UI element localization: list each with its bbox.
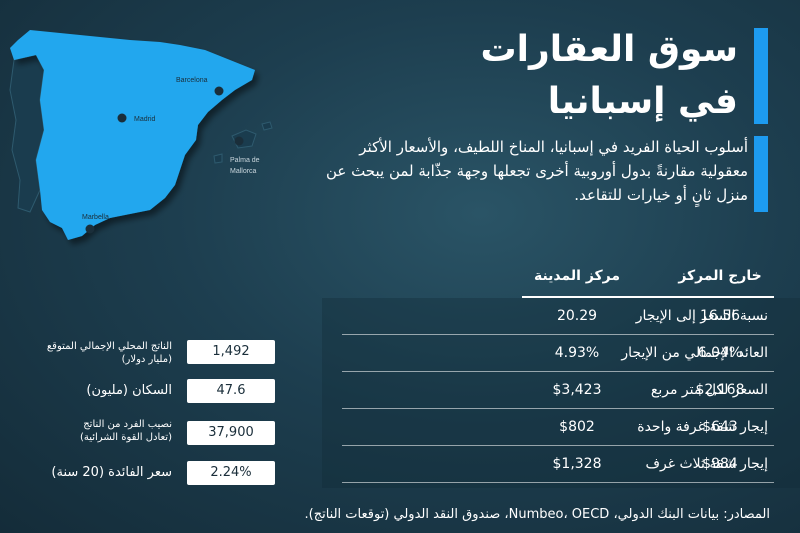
- spain-map: Barcelona Madrid Palma de Mallorca Marbe…: [9, 30, 273, 240]
- row-outside-value: $643: [702, 419, 738, 435]
- gdp-per-capita-value: 37,900: [187, 421, 275, 445]
- row-outside-value: $2,168: [695, 382, 745, 398]
- gdp-per-capita-label-main: نصيب الفرد من الناتج: [83, 419, 172, 430]
- table-background: [322, 298, 800, 488]
- row-label: نسبة السعر إلى الإيجار: [635, 308, 768, 324]
- madrid-label: Madrid: [134, 116, 156, 123]
- ibiza-shape: [213, 153, 223, 164]
- row-center-value: $1,328: [552, 456, 602, 472]
- table-row: السعر لكل متر مربع $3,423 $2,168: [342, 372, 774, 409]
- header-outside-center: خارج المركز: [678, 268, 762, 284]
- portugal-shape: [9, 54, 45, 213]
- page-title: سوق العقارات في إسبانيا: [480, 24, 738, 128]
- palma-dot: [234, 136, 244, 146]
- row-label: إيجار شقة ثلاث غرف: [645, 456, 768, 472]
- marbella-label: Marbella: [82, 214, 109, 221]
- gdp-per-capita-label-sub: (تعادل القوة الشرائية): [79, 432, 172, 443]
- row-outside-value: 6.04%: [697, 345, 743, 361]
- menorca-shape: [261, 121, 273, 131]
- gdp-label-main: الناتج المحلي الإجمالي المتوقع: [46, 341, 172, 352]
- barcelona-label: Barcelona: [176, 77, 208, 84]
- table-row: إيجار شقة ثلاث غرف $1,328 $984: [342, 446, 774, 483]
- row-center-value: $3,423: [552, 382, 602, 398]
- table-row: إيجار شقة غرفة واحدة $802 $643: [342, 409, 774, 446]
- row-label: العائد الإجمالي من الإيجار: [621, 345, 768, 361]
- description-text: أسلوب الحياة الفريد في إسبانيا، المناخ ا…: [325, 138, 748, 204]
- header-city-center: مركز المدينة: [533, 268, 621, 284]
- row-center-value: $802: [559, 419, 595, 435]
- spain-shape: [10, 30, 255, 240]
- row-label: إيجار شقة غرفة واحدة: [637, 419, 768, 435]
- population-label: السكان (مليون): [86, 383, 172, 398]
- mallorca-label: Mallorca: [230, 168, 257, 175]
- barcelona-dot: [214, 86, 224, 96]
- gdp-label-sub: (مليار دولار): [121, 354, 172, 365]
- row-center-value: 4.93%: [554, 345, 600, 361]
- interest-rate-value: 2.24%: [187, 461, 275, 485]
- marbella-dot: [85, 224, 95, 234]
- interest-rate-label: سعر الفائدة (20 سنة): [51, 465, 172, 480]
- gdp-per-capita-label: نصيب الفرد من الناتج (تعادل القوة الشرائ…: [2, 418, 172, 444]
- header-underline: [522, 296, 774, 298]
- title-line-2: في إسبانيا: [547, 81, 738, 122]
- madrid-dot: [117, 113, 127, 123]
- palma-label: Palma de: [230, 157, 260, 164]
- gdp-value: 1,492: [187, 340, 275, 364]
- gdp-label: الناتج المحلي الإجمالي المتوقع (مليار دو…: [2, 340, 172, 366]
- title-line-1: سوق العقارات: [480, 29, 738, 70]
- row-label: السعر لكل متر مربع: [650, 382, 768, 398]
- description-accent-bar: [754, 136, 768, 212]
- table-row: نسبة السعر إلى الإيجار 20.29 16.56: [342, 298, 774, 335]
- row-center-value: 20.29: [556, 308, 598, 324]
- row-outside-value: 16.56: [699, 308, 741, 324]
- title-accent-bar: [754, 28, 768, 124]
- row-outside-value: $984: [702, 456, 738, 472]
- population-value: 47.6: [187, 379, 275, 403]
- source-note: المصادر: بيانات البنك الدولي، Numbeo، OE…: [304, 507, 770, 522]
- table-row: العائد الإجمالي من الإيجار 4.93% 6.04%: [342, 335, 774, 372]
